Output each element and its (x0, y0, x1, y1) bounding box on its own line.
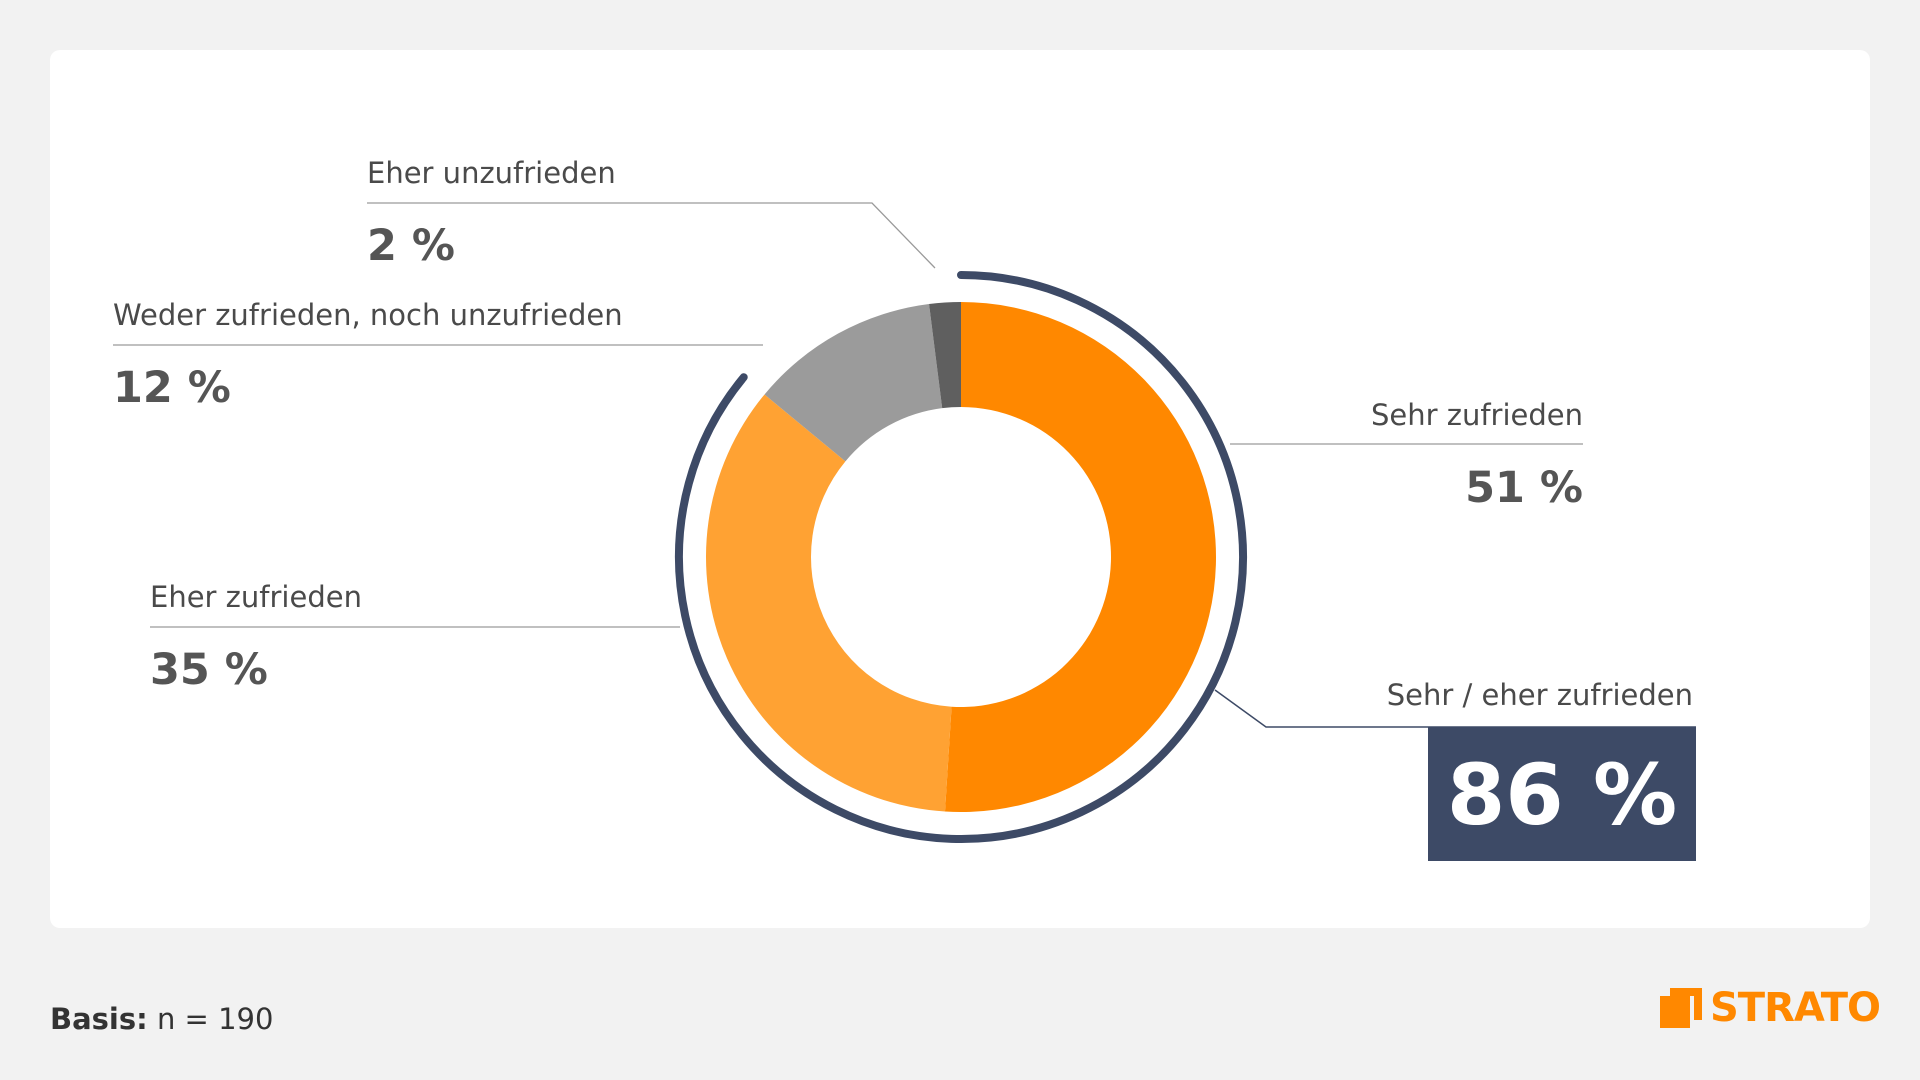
value-sehr-zufrieden: 51 % (1465, 463, 1583, 513)
slice-eher-unzufrieden (929, 302, 961, 409)
summary-label: Sehr / eher zufrieden (1387, 678, 1693, 712)
value-eher-unzufrieden: 2 % (367, 221, 455, 271)
summary-value: 86 % (1447, 746, 1677, 844)
value-eher-zufrieden: 35 % (150, 645, 268, 695)
strato-logo-icon (1660, 988, 1702, 1028)
label-sehr-zufrieden: Sehr zufrieden (1371, 398, 1583, 432)
label-eher-unzufrieden: Eher unzufrieden (367, 156, 616, 190)
logo-text: STRATO (1710, 985, 1881, 1031)
summary-arc (675, 271, 1247, 843)
basis-label: Basis: (50, 1002, 148, 1036)
slice-sehr-zufrieden (944, 302, 1216, 812)
leader-line-eher-unzufrieden (367, 202, 936, 269)
label-eher-zufrieden: Eher zufrieden (150, 580, 362, 614)
slice-eher-zufrieden (705, 394, 952, 812)
summary-box (1428, 727, 1696, 861)
footer-basis: Basis: n = 190 (50, 1002, 273, 1036)
strato-logo: STRATO (1660, 983, 1881, 1033)
label-weder: Weder zufrieden, noch unzufrieden (113, 298, 623, 332)
donut-slices (705, 302, 1216, 812)
value-weder: 12 % (113, 363, 231, 413)
slice-weder (764, 304, 943, 462)
basis-value: n = 190 (156, 1002, 274, 1036)
